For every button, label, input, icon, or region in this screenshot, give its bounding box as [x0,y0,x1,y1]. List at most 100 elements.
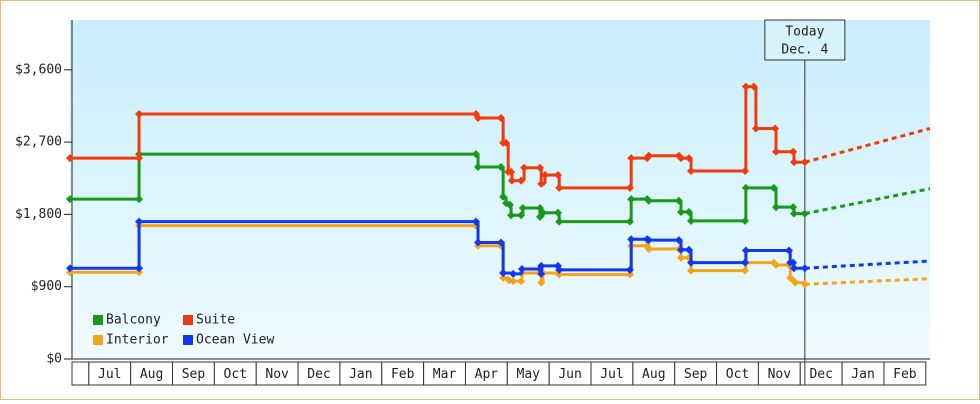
point [644,244,653,253]
point [555,217,564,226]
series [66,150,931,226]
x-tick-label: Dec [307,367,330,382]
x-tick-label: Jan [851,367,874,382]
point [800,280,809,289]
point [66,154,74,163]
month-cell [883,361,927,386]
today-label: Today [785,25,824,40]
point [540,171,549,180]
point [555,265,564,274]
x-tick-label: Feb [893,367,917,382]
point [625,183,634,192]
x-tick-label: Nov [768,367,792,382]
point [625,270,634,279]
point [625,217,634,226]
point [517,211,526,220]
point [674,196,683,205]
series [66,82,931,192]
x-tick-label: Nov [265,367,289,382]
point [771,203,780,212]
point [507,211,516,220]
point [687,258,696,267]
point [627,195,636,204]
x-tick-label: Jan [349,367,372,382]
point [800,158,809,167]
point [520,163,529,172]
legend-swatch [183,315,193,325]
series [66,217,931,278]
point [741,183,750,192]
forecast-line [804,126,931,164]
legend-swatch [93,335,103,345]
point [509,269,518,278]
point [537,179,546,188]
point [509,277,518,286]
point [789,209,798,218]
y-tick-label: $900 [31,279,62,294]
point [625,265,634,274]
legend-label: Interior [106,333,169,348]
x-tick-label: Dec [809,367,832,382]
point [789,258,798,267]
point [135,154,144,163]
point [135,264,144,273]
x-tick-label: Oct [224,367,247,382]
point [687,266,696,275]
point [135,195,144,204]
point [499,269,508,278]
x-tick-label: May [517,367,541,382]
point [684,245,693,254]
point [741,266,750,275]
point [741,246,750,255]
point [499,192,508,201]
point [644,236,653,245]
point [791,278,800,287]
point [502,138,511,147]
legend-swatch [93,315,103,325]
x-tick-label: Sep [182,367,206,382]
point [517,277,526,286]
point [507,167,516,176]
point [684,154,693,163]
point [517,265,526,274]
point [644,151,653,160]
x-tick-label: Apr [475,367,499,382]
point [537,269,546,278]
point [769,183,778,192]
legend-label: Suite [196,313,235,328]
point [789,158,798,167]
point [135,268,144,277]
point [771,261,780,270]
forecast-line [804,187,931,216]
x-tick-label: Jul [98,367,121,382]
x-tick-label: Oct [726,367,749,382]
point [687,167,696,176]
x-tick-label: Mar [433,367,457,382]
point [800,209,809,218]
point [505,200,514,209]
point [771,124,780,133]
point [518,203,527,212]
point [684,207,693,216]
y-tick-label: $0 [46,352,62,367]
point [135,109,144,118]
point [471,217,480,226]
point [474,163,483,172]
point [676,245,685,254]
point [537,278,546,287]
point [66,195,74,204]
point [497,238,506,247]
point [507,176,516,185]
point [517,176,526,185]
point [674,236,683,245]
point [535,163,544,172]
point [741,258,750,267]
x-tick-label: Sep [684,367,708,382]
point [499,273,508,282]
point [676,253,685,262]
point [474,114,483,123]
x-tick-label: Aug [642,367,665,382]
legend-label: Balcony [106,313,161,328]
